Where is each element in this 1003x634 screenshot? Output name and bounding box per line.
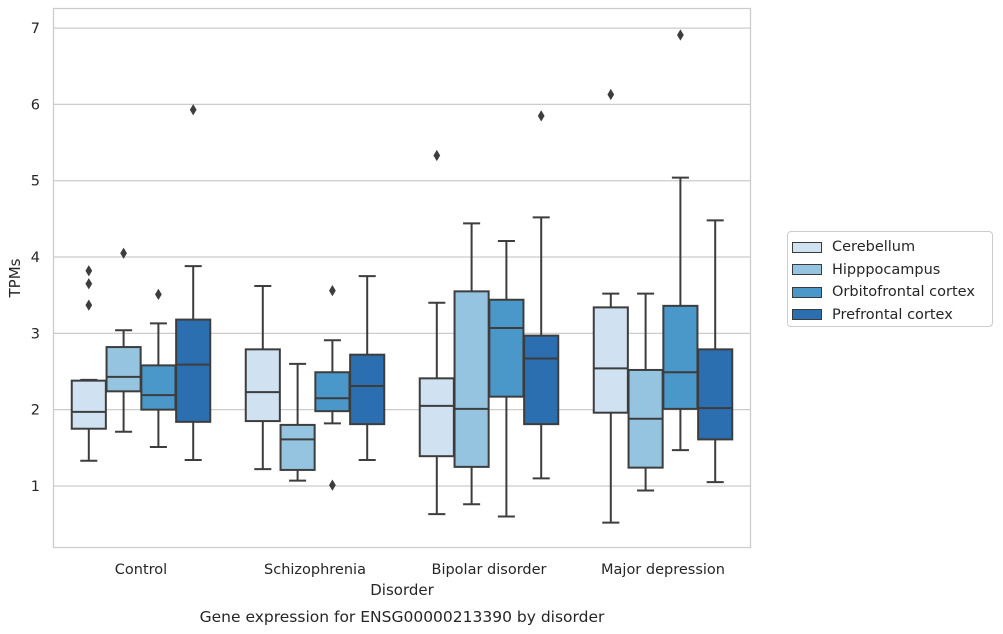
box-body: [488, 298, 525, 398]
y-tick-label: 4: [31, 250, 40, 266]
outlier-point: [189, 104, 197, 116]
box-2-1: [314, 284, 351, 491]
box-1-3: [627, 292, 664, 492]
y-tick-label: 3: [31, 326, 40, 342]
box-3-1: [349, 275, 386, 462]
plot-frame: [52, 7, 752, 549]
box-body: [349, 353, 386, 426]
x-tick-label: Schizophrenia: [264, 562, 366, 578]
box-body: [697, 348, 734, 441]
box-body: [453, 290, 490, 468]
legend-swatch: [792, 241, 822, 253]
legend-swatch: [792, 286, 822, 298]
x-tick-label: Control: [115, 562, 167, 578]
x-tick-label: Major depression: [601, 562, 725, 578]
outlier-point: [85, 299, 93, 311]
box-body: [418, 377, 455, 458]
outlier-point: [120, 247, 127, 259]
x-axis-ticks: Control Schizophrenia Bipolar disorder Majo…: [115, 562, 725, 578]
box-0-0: [70, 265, 107, 462]
x-axis-label: Disorder: [370, 581, 434, 599]
box-2-2: [488, 239, 525, 518]
legend-label: Cerebellum: [832, 239, 916, 256]
box-0-2: [418, 149, 455, 516]
box-2-3: [662, 29, 699, 452]
legend-item: Hipppocampus: [792, 259, 992, 282]
outlier-point: [155, 288, 162, 301]
y-tick-label: 2: [31, 403, 40, 419]
y-tick-label: 6: [31, 97, 40, 113]
outlier-point: [537, 110, 545, 122]
legend-label: Orbitofrontal cortex: [832, 284, 975, 301]
box-body: [523, 334, 560, 426]
y-axis-ticks: 1 2 3 4 5 6 7: [31, 21, 40, 495]
chart-title: Gene expression for ENSG00000213390 by d…: [200, 608, 605, 626]
y-tick-label: 1: [31, 479, 40, 495]
box-2-0: [140, 288, 177, 449]
box-1-2: [453, 222, 490, 506]
legend-swatch: [792, 264, 822, 276]
y-tick-label: 7: [31, 21, 40, 37]
legend-item: Prefrontal cortex: [792, 304, 992, 327]
box-1-0: [105, 247, 142, 433]
legend-item: Cerebellum: [792, 236, 992, 259]
plot-boxes: [70, 29, 734, 524]
y-tick-label: 5: [31, 174, 40, 190]
box-body: [592, 306, 629, 414]
x-tick-label: Bipolar disorder: [432, 562, 547, 578]
legend: Cerebellum Hipppocampus Orbitofrontal cort…: [787, 231, 993, 327]
outlier-point: [677, 29, 684, 41]
box-3-2: [523, 110, 560, 480]
box-0-3: [592, 88, 629, 524]
y-axis-label: TPMs: [6, 258, 24, 298]
legend-label: Hipppocampus: [832, 261, 941, 278]
outlier-point: [433, 149, 441, 162]
outlier-point: [85, 265, 93, 277]
box-body: [175, 318, 212, 423]
legend-swatch: [792, 309, 822, 321]
box-body: [140, 364, 177, 411]
box-body: [70, 379, 107, 430]
box-body: [105, 346, 142, 393]
box-body: [662, 304, 699, 410]
outlier-point: [329, 284, 336, 297]
outlier-point: [85, 278, 93, 290]
box-body: [314, 371, 351, 413]
box-body: [244, 348, 281, 423]
box-body: [279, 423, 316, 471]
box-0-1: [244, 285, 281, 471]
box-3-0: [175, 104, 212, 462]
outlier-point: [329, 479, 336, 491]
legend-item: Orbitofrontal cortex: [792, 281, 992, 304]
outlier-point: [607, 88, 615, 101]
box-1-1: [279, 362, 316, 482]
legend-label: Prefrontal cortex: [832, 306, 953, 323]
box-3-3: [697, 219, 734, 484]
